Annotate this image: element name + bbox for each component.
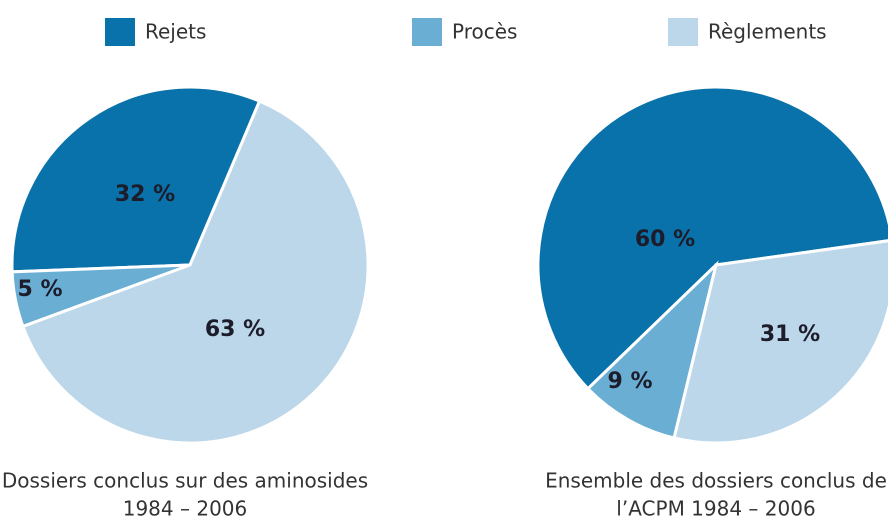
data-label: 31 % <box>760 322 820 347</box>
data-label: 9 % <box>607 369 652 394</box>
legend-label: Procès <box>452 20 517 44</box>
data-label: 32 % <box>115 182 175 207</box>
legend-label: Rejets <box>145 20 206 44</box>
legend-swatch <box>668 18 698 46</box>
pie-caption: Dossiers conclus sur des aminosides <box>2 469 368 493</box>
pie-slice <box>672 239 888 445</box>
pie-caption: l’ACPM 1984 – 2006 <box>616 497 815 521</box>
legend-label: Règlements <box>708 20 827 44</box>
pie-slice <box>21 99 370 445</box>
data-label: 63 % <box>205 317 265 342</box>
legend-swatch <box>105 18 135 46</box>
data-label: 5 % <box>17 277 62 302</box>
data-label: 60 % <box>635 227 695 252</box>
pie-caption: Ensemble des dossiers conclus de <box>545 469 887 493</box>
legend-swatch <box>412 18 442 46</box>
pie-slice <box>536 85 888 391</box>
pie-slice <box>10 85 262 274</box>
pie-caption: 1984 – 2006 <box>123 497 248 521</box>
